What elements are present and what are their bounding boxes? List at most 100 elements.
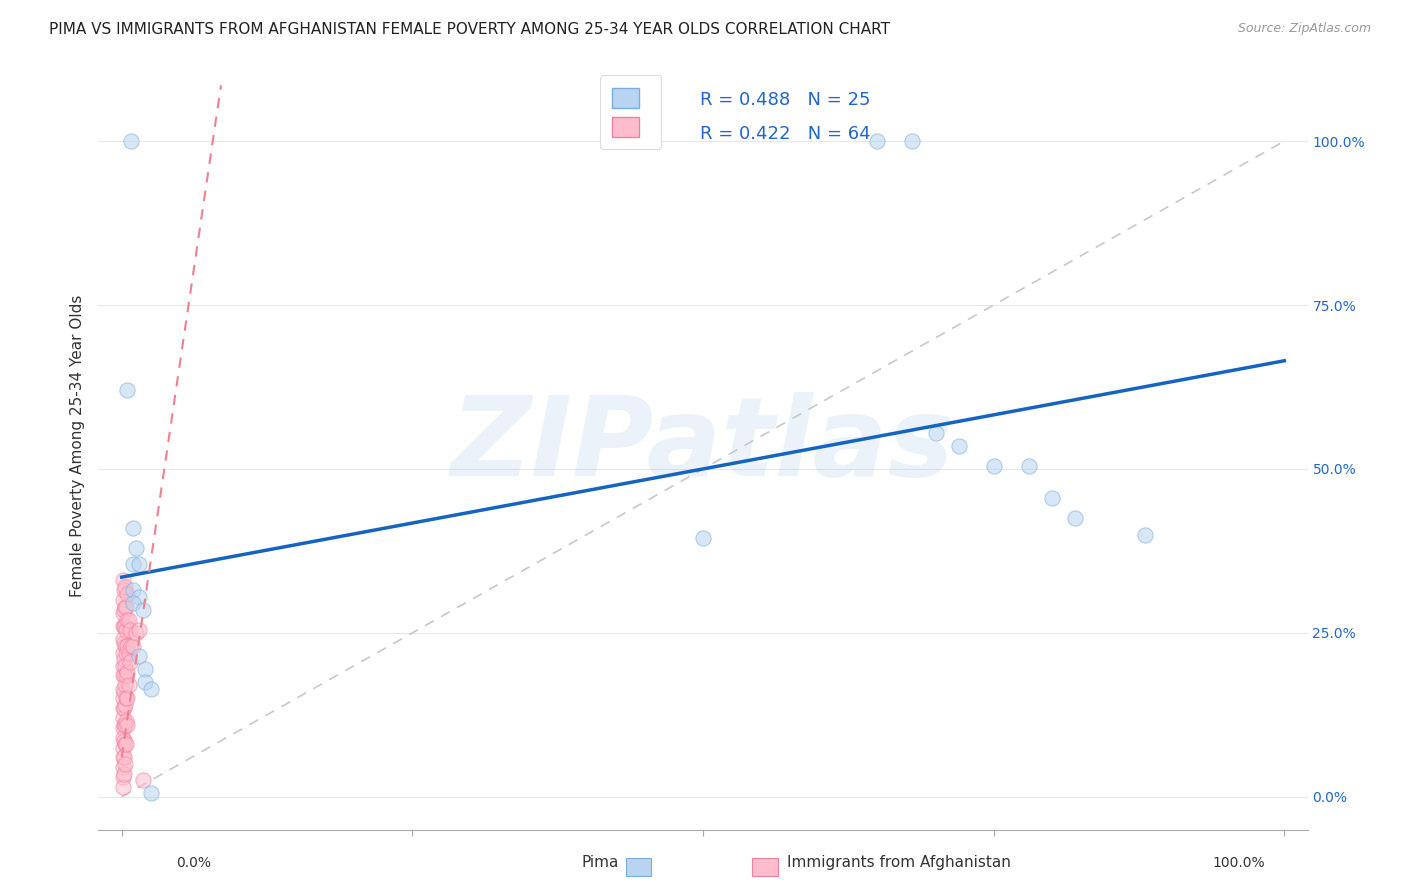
Point	[112, 734, 135, 748]
Point	[114, 698, 136, 712]
Point	[114, 678, 136, 692]
Point	[131, 773, 153, 788]
Point	[111, 658, 134, 673]
Y-axis label: Female Poverty Among 25-34 Year Olds: Female Poverty Among 25-34 Year Olds	[69, 295, 84, 597]
Point	[111, 593, 134, 607]
Legend: , : ,	[600, 75, 661, 149]
Point	[128, 623, 150, 637]
Point	[111, 691, 134, 706]
Point	[111, 711, 134, 725]
Text: 0.0%: 0.0%	[176, 855, 211, 870]
Point	[114, 756, 136, 771]
Point	[128, 557, 150, 571]
Point	[122, 557, 145, 571]
Point	[692, 531, 714, 545]
Point	[901, 134, 924, 148]
Point	[1064, 511, 1087, 525]
Point	[115, 714, 138, 729]
Point	[111, 701, 134, 715]
Point	[111, 740, 134, 755]
Point	[134, 675, 156, 690]
Point	[114, 658, 136, 673]
Point	[117, 717, 139, 731]
Point	[948, 439, 970, 453]
Point	[924, 425, 946, 440]
Point	[1133, 527, 1156, 541]
Point	[1040, 491, 1063, 506]
Point	[112, 603, 135, 617]
Point	[111, 668, 134, 682]
Point	[111, 721, 134, 735]
Point	[112, 750, 135, 764]
Point	[122, 639, 145, 653]
Point	[112, 685, 135, 699]
Point	[114, 619, 136, 633]
Point	[118, 646, 141, 660]
Point	[115, 691, 138, 706]
Point	[128, 648, 150, 663]
Point	[111, 619, 134, 633]
Point	[118, 613, 141, 627]
Point	[115, 646, 138, 660]
Point	[114, 599, 136, 614]
Point	[128, 590, 150, 604]
Point	[112, 583, 135, 598]
Point	[114, 717, 136, 731]
Point	[112, 619, 135, 633]
Point	[983, 458, 1005, 473]
Point	[117, 384, 139, 398]
Text: Source: ZipAtlas.com: Source: ZipAtlas.com	[1237, 22, 1371, 36]
Point	[115, 737, 138, 751]
Point	[122, 596, 145, 610]
Point	[111, 606, 134, 620]
Point	[111, 681, 134, 696]
Text: R = 0.422   N = 64: R = 0.422 N = 64	[700, 125, 870, 143]
Point	[114, 737, 136, 751]
Point	[131, 603, 153, 617]
Point	[112, 652, 135, 666]
Point	[111, 646, 134, 660]
Point	[111, 632, 134, 647]
Point	[1018, 458, 1040, 473]
Point	[111, 750, 134, 764]
Text: 100.0%: 100.0%	[1213, 855, 1265, 870]
Point	[134, 662, 156, 676]
Point	[117, 665, 139, 680]
Point	[122, 583, 145, 598]
Text: Immigrants from Afghanistan: Immigrants from Afghanistan	[787, 855, 1011, 870]
Point	[866, 134, 889, 148]
Point	[117, 613, 139, 627]
Point	[124, 625, 146, 640]
Text: ZIPatlas: ZIPatlas	[451, 392, 955, 500]
Point	[111, 574, 134, 588]
Point	[117, 691, 139, 706]
Point	[112, 717, 135, 731]
Point	[115, 668, 138, 682]
Point	[139, 681, 162, 696]
Point	[111, 731, 134, 745]
Point	[112, 636, 135, 650]
Point	[111, 760, 134, 774]
Point	[112, 701, 135, 715]
Point	[118, 656, 141, 670]
Point	[124, 541, 146, 555]
Point	[114, 580, 136, 594]
Point	[122, 521, 145, 535]
Point	[120, 639, 142, 653]
Point	[118, 623, 141, 637]
Point	[115, 599, 138, 614]
Point	[139, 787, 162, 801]
Point	[117, 639, 139, 653]
Text: PIMA VS IMMIGRANTS FROM AFGHANISTAN FEMALE POVERTY AMONG 25-34 YEAR OLDS CORRELA: PIMA VS IMMIGRANTS FROM AFGHANISTAN FEMA…	[49, 22, 890, 37]
Point	[118, 678, 141, 692]
Point	[112, 668, 135, 682]
Point	[117, 586, 139, 600]
Text: Pima: Pima	[581, 855, 619, 870]
Point	[111, 770, 134, 784]
Text: R = 0.488   N = 25: R = 0.488 N = 25	[700, 91, 870, 110]
Point	[112, 767, 135, 781]
Point	[111, 780, 134, 794]
Point	[120, 134, 142, 148]
Point	[114, 639, 136, 653]
Point	[115, 623, 138, 637]
